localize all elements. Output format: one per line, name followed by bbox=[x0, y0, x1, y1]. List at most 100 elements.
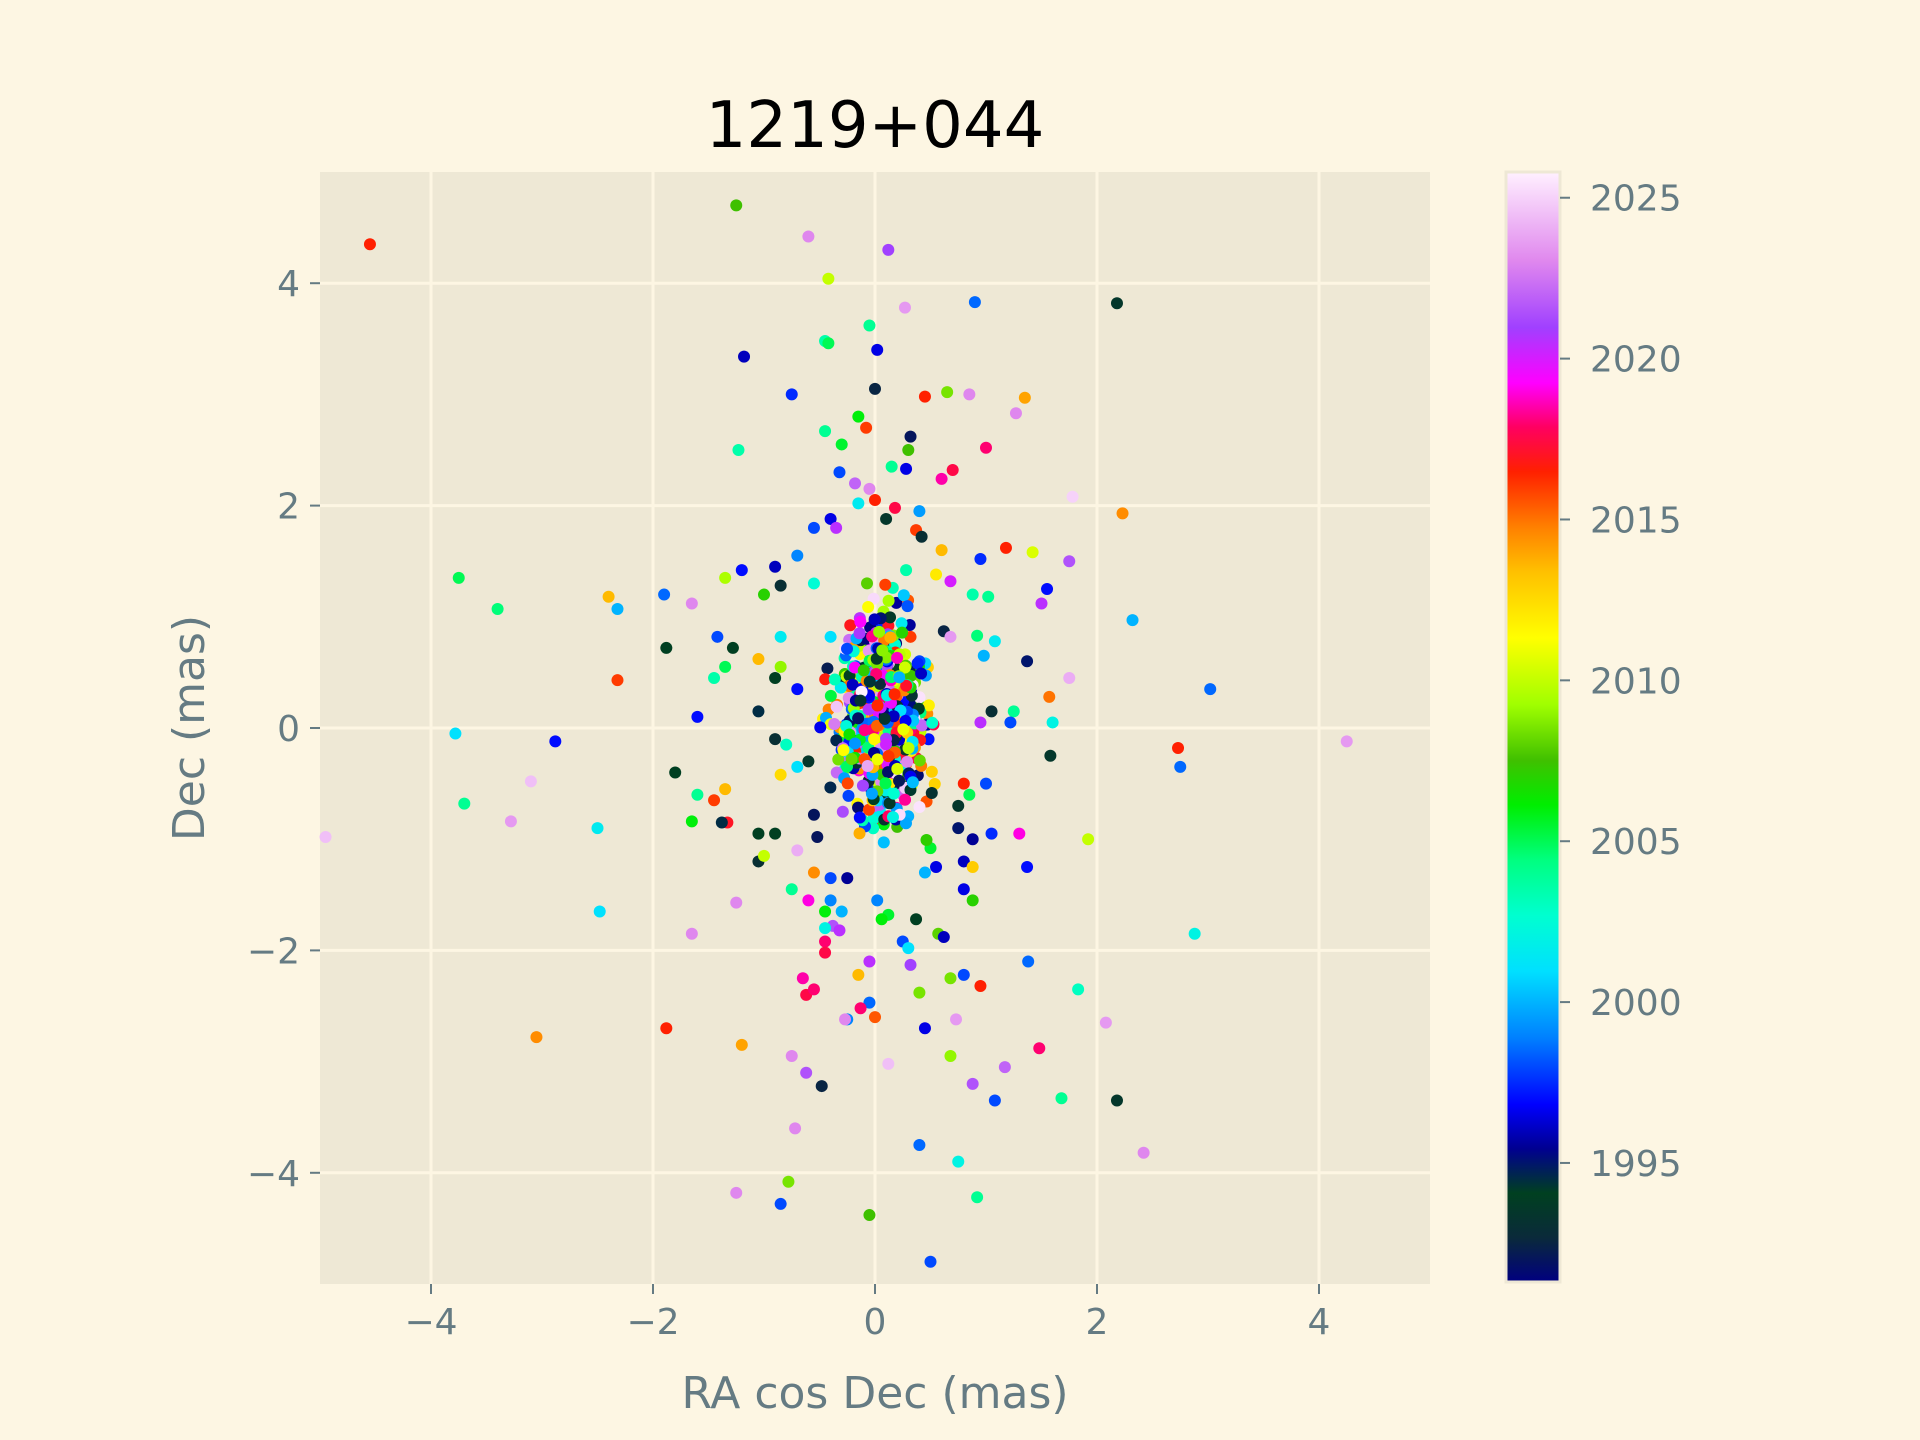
data-point bbox=[861, 759, 874, 772]
x-axis: −4 −2 0 2 4 bbox=[404, 1284, 1330, 1343]
data-point bbox=[811, 830, 824, 843]
data-point bbox=[841, 777, 854, 790]
data-point bbox=[785, 388, 798, 401]
colorbar-tick-label: 2015 bbox=[1590, 500, 1682, 541]
data-point bbox=[926, 716, 939, 729]
data-point bbox=[868, 613, 881, 626]
data-point bbox=[837, 744, 850, 757]
data-point bbox=[930, 568, 943, 581]
x-tick-label: −4 bbox=[404, 1302, 457, 1343]
data-point bbox=[789, 1122, 802, 1135]
data-point bbox=[449, 727, 462, 740]
data-point bbox=[852, 497, 865, 510]
y-axis-label: Dec (mas) bbox=[164, 615, 215, 841]
data-point bbox=[853, 827, 866, 840]
data-point bbox=[802, 230, 815, 243]
data-point bbox=[854, 694, 867, 707]
data-point bbox=[880, 512, 893, 525]
data-point bbox=[791, 760, 804, 773]
data-point bbox=[807, 521, 820, 534]
data-point bbox=[865, 787, 878, 800]
data-point bbox=[845, 753, 858, 766]
data-point bbox=[530, 1031, 543, 1044]
data-point bbox=[925, 765, 938, 778]
data-point bbox=[873, 625, 886, 638]
data-point bbox=[591, 822, 604, 835]
data-point bbox=[752, 827, 765, 840]
data-point bbox=[1063, 671, 1076, 684]
data-point bbox=[900, 462, 913, 475]
data-point bbox=[452, 571, 465, 584]
data-point bbox=[915, 667, 928, 680]
data-point bbox=[846, 678, 859, 691]
data-point bbox=[807, 808, 820, 821]
data-point bbox=[602, 590, 615, 603]
data-point bbox=[901, 600, 914, 613]
data-point bbox=[968, 296, 981, 309]
data-point bbox=[861, 577, 874, 590]
data-point bbox=[1055, 1092, 1068, 1105]
data-point bbox=[900, 564, 913, 577]
data-point bbox=[891, 762, 904, 775]
data-point bbox=[774, 579, 787, 592]
data-point bbox=[1021, 861, 1034, 873]
data-point bbox=[730, 896, 743, 909]
data-point bbox=[828, 673, 841, 686]
colorbar-tick-label: 2020 bbox=[1590, 340, 1682, 381]
data-point bbox=[780, 738, 793, 751]
data-point bbox=[769, 733, 782, 746]
data-point bbox=[735, 564, 748, 577]
data-point bbox=[726, 641, 739, 654]
y-tick-label: 4 bbox=[277, 264, 300, 305]
data-point bbox=[774, 1197, 787, 1210]
data-point bbox=[1072, 983, 1085, 996]
data-point bbox=[856, 779, 869, 792]
data-point bbox=[982, 590, 995, 603]
data-point bbox=[985, 827, 998, 840]
data-point bbox=[1082, 833, 1095, 846]
data-point bbox=[871, 343, 884, 356]
data-point bbox=[963, 388, 976, 401]
data-point bbox=[1046, 716, 1059, 729]
data-point bbox=[807, 866, 820, 879]
data-point bbox=[819, 935, 832, 948]
data-point bbox=[869, 494, 881, 507]
data-point bbox=[862, 803, 875, 816]
data-point bbox=[935, 472, 948, 485]
data-point bbox=[1007, 705, 1020, 718]
data-point bbox=[985, 705, 998, 718]
y-tick-label: 0 bbox=[277, 709, 300, 750]
data-point bbox=[952, 822, 965, 835]
data-point bbox=[897, 723, 910, 736]
data-point bbox=[884, 611, 897, 624]
data-point bbox=[524, 775, 537, 788]
data-point bbox=[715, 816, 728, 829]
data-point bbox=[819, 673, 832, 686]
data-point bbox=[882, 750, 895, 763]
data-point bbox=[835, 438, 848, 451]
data-point bbox=[937, 931, 950, 944]
data-point bbox=[974, 552, 987, 565]
data-point bbox=[980, 777, 992, 790]
data-point bbox=[918, 390, 931, 403]
colorbar-tick-label: 2025 bbox=[1590, 179, 1682, 220]
data-point bbox=[974, 979, 987, 992]
data-point bbox=[878, 712, 891, 725]
data-point bbox=[824, 872, 837, 885]
data-point bbox=[882, 1057, 895, 1070]
data-point bbox=[1013, 827, 1026, 840]
data-point bbox=[1021, 655, 1034, 668]
data-point bbox=[904, 430, 917, 443]
data-point bbox=[319, 830, 332, 843]
data-point bbox=[752, 705, 765, 718]
data-point bbox=[691, 710, 704, 723]
data-point bbox=[863, 482, 876, 495]
data-point bbox=[966, 833, 979, 846]
data-point bbox=[875, 913, 888, 926]
data-point bbox=[941, 386, 954, 399]
data-point bbox=[918, 1022, 931, 1035]
data-point bbox=[844, 619, 857, 632]
data-point bbox=[807, 983, 820, 996]
data-point bbox=[830, 734, 843, 747]
data-point bbox=[1066, 490, 1079, 503]
